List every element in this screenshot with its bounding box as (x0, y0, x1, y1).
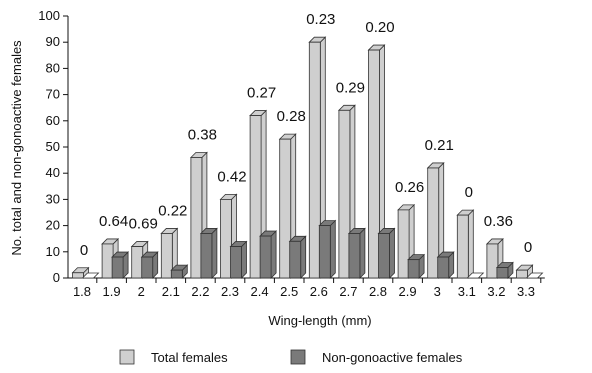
ratio-label: 0.42 (217, 168, 246, 185)
ratio-label: 0.69 (129, 216, 158, 233)
x-tick-label: 2.4 (251, 284, 269, 299)
ratio-label: 0.64 (99, 213, 128, 230)
bar-non-gonoactive-females (229, 240, 248, 279)
legend-label-non-gonoactive: Non-gonoactive females (322, 350, 463, 365)
ratio-label: 0 (524, 239, 532, 256)
y-tick-label: 10 (46, 244, 60, 259)
bar-non-gonoactive-females (140, 251, 159, 279)
y-tick-label: 90 (46, 34, 60, 49)
bar-non-gonoactive-females (111, 251, 130, 279)
x-tick-label: 2.7 (339, 284, 357, 299)
ratio-label-group: 0 0.64 0.690.22 0.38 0.42 0.270.28 0.23 0.29 0.2… (80, 11, 532, 259)
ratio-label: 0.29 (336, 79, 365, 96)
y-tick-label: 60 (46, 113, 60, 128)
legend-swatch-non-gonoactive (290, 349, 306, 365)
bar-non-gonoactive-females (288, 235, 307, 279)
ratio-label: 0.27 (247, 85, 276, 102)
bar-non-gonoactive-females (318, 219, 337, 279)
ratio-label: 0.20 (365, 19, 394, 36)
bar-non-gonoactive-females (81, 272, 100, 279)
x-tick-label: 3.1 (458, 284, 476, 299)
x-tick-label: 2.5 (280, 284, 298, 299)
bar-group (71, 36, 544, 279)
x-tick-label: 1.9 (103, 284, 121, 299)
ratio-label: 0.38 (188, 126, 217, 143)
y-axis: 0 10 20 30 40 50 60 70 80 90 100 (38, 8, 69, 285)
bar-non-gonoactive-females (377, 227, 396, 279)
bar-non-gonoactive-females (259, 230, 278, 279)
legend: Total females Non-gonoactive females (119, 349, 463, 365)
bar-non-gonoactive-females (347, 227, 366, 279)
ratio-label: 0.21 (425, 137, 454, 154)
ratio-label: 0.36 (484, 213, 513, 230)
bar-non-gonoactive-females (199, 227, 218, 279)
y-tick-label: 100 (38, 8, 60, 23)
y-tick-group: 0 10 20 30 40 50 60 70 80 90 100 (38, 8, 69, 285)
x-tick-label: 2.2 (191, 284, 209, 299)
x-tick-label: 2.1 (162, 284, 180, 299)
x-tick-label: 2.3 (221, 284, 239, 299)
x-axis-title: Wing-length (mm) (268, 313, 371, 328)
bar-non-gonoactive-females (525, 272, 544, 279)
ratio-label: 0.22 (158, 202, 187, 219)
y-tick-label: 40 (46, 165, 60, 180)
y-tick-label: 20 (46, 218, 60, 233)
x-tick-label: 2.8 (369, 284, 387, 299)
ratio-label: 0 (80, 242, 88, 259)
x-tick-label: 3.2 (487, 284, 505, 299)
y-tick-label: 70 (46, 87, 60, 102)
x-tick-label: 2.9 (399, 284, 417, 299)
ratio-label: 0.28 (277, 108, 306, 125)
y-axis-title: No. total and non-gonoactive females (9, 40, 24, 256)
bar-total-females (367, 44, 386, 279)
bar-non-gonoactive-females (436, 251, 455, 279)
bar-non-gonoactive-females (170, 264, 189, 279)
y-tick-label: 0 (53, 270, 60, 285)
bar-non-gonoactive-females (466, 272, 485, 279)
bar-total-females (456, 209, 475, 279)
x-tick-label: 2 (138, 284, 145, 299)
legend-swatch-total (119, 349, 135, 365)
ratio-label: 0.23 (306, 11, 335, 28)
x-tick-group: 1.8 1.9 2 2.1 2.2 2.3 2.4 2.5 2.6 2.7 2.8 2.9 3 3.1 3.… (68, 277, 545, 299)
y-tick-label: 30 (46, 191, 60, 206)
x-axis: 1.8 1.9 2 2.1 2.2 2.3 2.4 2.5 2.6 2.7 2.8 2.9 3 3.1 3.… (68, 277, 545, 299)
x-tick-label: 3 (434, 284, 441, 299)
y-tick-label: 50 (46, 139, 60, 154)
x-tick-label: 2.6 (310, 284, 328, 299)
y-tick-label: 80 (46, 60, 60, 75)
ratio-label: 0 (465, 184, 473, 201)
bar-total-females (308, 36, 327, 279)
x-tick-label: 1.8 (73, 284, 91, 299)
legend-label-total: Total females (151, 350, 228, 365)
bar-non-gonoactive-females (407, 253, 426, 279)
ratio-label: 0.26 (395, 179, 424, 196)
x-tick-label: 3.3 (517, 284, 535, 299)
bar-non-gonoactive-females (495, 261, 514, 279)
